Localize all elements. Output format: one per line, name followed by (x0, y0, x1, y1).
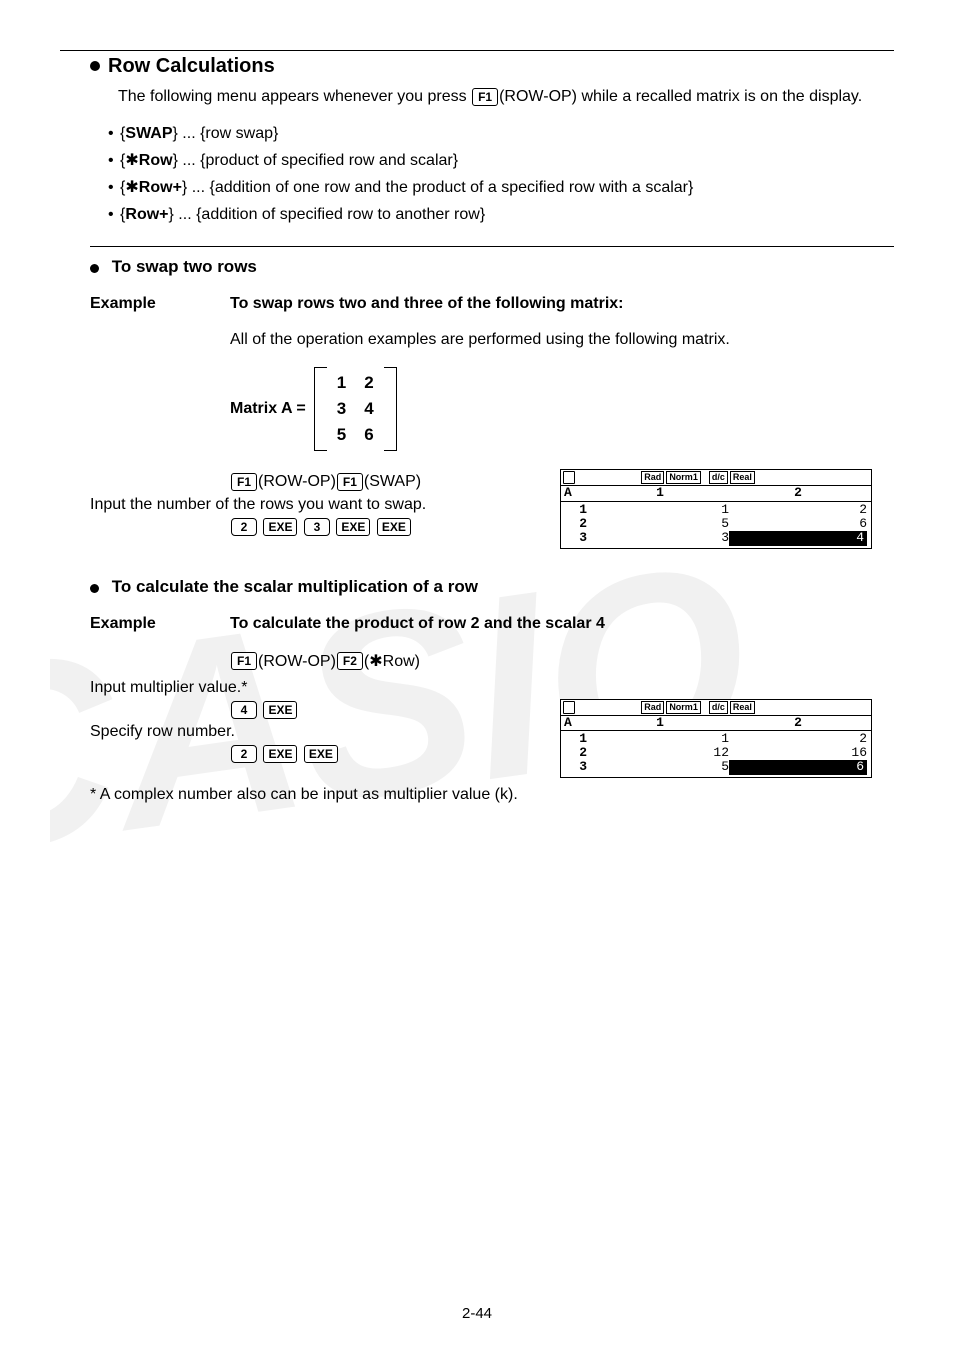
calculator-screen-1: Rad Norm1 d/c Real A 1 2 112 256 334 (560, 469, 872, 548)
bullet-star-row-plus: {✱Row+} ... {addition of one row and the… (108, 174, 894, 201)
battery-icon (563, 471, 575, 484)
screen-status-bar: Rad Norm1 d/c Real (561, 700, 871, 716)
key-2: 2 (231, 518, 257, 536)
key-f1: F1 (231, 473, 257, 491)
key-exe: EXE (263, 701, 297, 719)
bullet-swap: {SWAP} ... {row swap} (108, 120, 894, 147)
screen-body: 112 256 334 (561, 502, 871, 548)
example1-header: Example To swap rows two and three of th… (90, 295, 894, 313)
key-exe: EXE (377, 518, 411, 536)
key-sequence-1a: F1(ROW-OP)F1(SWAP) (230, 473, 560, 491)
instruction-text: Input multiplier value.* (90, 679, 560, 697)
screen-row-2: 256 (561, 517, 867, 531)
cursor-cell: 6 (729, 760, 867, 774)
section-title: Row Calculations (90, 55, 894, 78)
section-intro: The following menu appears whenever you … (118, 86, 894, 108)
key-exe: EXE (304, 745, 338, 763)
cursor-cell: 4 (729, 531, 867, 545)
key-sequence-2b: 4 EXE (230, 701, 560, 719)
menu-bullet-list: {SWAP} ... {row swap} {✱Row} ... {produc… (108, 120, 894, 229)
key-exe: EXE (263, 745, 297, 763)
example1-screen-row: F1(ROW-OP)F1(SWAP) Input the number of t… (60, 469, 894, 548)
page-content: Row Calculations The following menu appe… (0, 0, 954, 834)
key-3: 3 (304, 518, 330, 536)
example-text: To swap rows two and three of the follow… (230, 295, 894, 313)
key-sequence-2c: 2 EXE EXE (230, 745, 560, 763)
key-2: 2 (231, 745, 257, 763)
example-label: Example (90, 615, 230, 633)
example1-note: All of the operation examples are perfor… (90, 331, 894, 349)
example2-header: Example To calculate the product of row … (90, 615, 894, 633)
sub-title-1: To swap two rows (90, 257, 894, 277)
page-number: 2-44 (0, 1305, 954, 1322)
bracket-right-icon (384, 367, 397, 451)
instruction-text: Input the number of the rows you want to… (90, 496, 560, 514)
instruction-text: Specify row number. (90, 723, 560, 741)
example-label: Example (90, 295, 230, 313)
example-note: All of the operation examples are perfor… (230, 331, 894, 349)
key-4: 4 (231, 701, 257, 719)
screen-row-2: 21216 (561, 746, 867, 760)
battery-icon (563, 701, 575, 714)
bullet-row-plus: {Row+} ... {addition of specified row to… (108, 201, 894, 228)
screen-row-3: 334 (561, 531, 867, 545)
example-text: To calculate the product of row 2 and th… (230, 615, 894, 633)
key-exe: EXE (263, 518, 297, 536)
section-title-text: Row Calculations (108, 55, 275, 78)
calculator-screen-2: Rad Norm1 d/c Real A 1 2 112 21216 356 (560, 699, 872, 778)
top-rule (60, 50, 894, 51)
key-f2: F2 (337, 652, 363, 670)
key-f1: F1 (472, 88, 498, 106)
sub-title-2: To calculate the scalar multiplication o… (90, 577, 894, 597)
example2-screen-row: Input multiplier value.* 4 EXE Specify r… (60, 675, 894, 778)
bullet-icon (90, 61, 100, 71)
key-f1: F1 (337, 473, 363, 491)
sub-rule-1 (90, 246, 894, 247)
screen-header: A 1 2 (561, 716, 871, 731)
screen-body: 112 21216 356 (561, 731, 871, 777)
screen-header: A 1 2 (561, 486, 871, 501)
key-f1: F1 (231, 652, 257, 670)
key-sequence-2a: F1(ROW-OP)F2(✱Row) (230, 651, 894, 671)
footnote: * A complex number also can be input as … (90, 786, 894, 804)
matrix-a: Matrix A = 12 34 56 (230, 367, 894, 451)
bracket-left-icon (314, 367, 327, 451)
screen-row-3: 356 (561, 760, 867, 774)
bullet-star-row: {✱Row} ... {product of specified row and… (108, 147, 894, 174)
screen-status-bar: Rad Norm1 d/c Real (561, 470, 871, 486)
key-exe: EXE (336, 518, 370, 536)
key-sequence-1b: 2 EXE 3 EXE EXE (230, 518, 560, 536)
screen-row-1: 112 (561, 503, 867, 517)
bullet-icon (90, 264, 99, 273)
bullet-icon (90, 584, 99, 593)
screen-row-1: 112 (561, 732, 867, 746)
